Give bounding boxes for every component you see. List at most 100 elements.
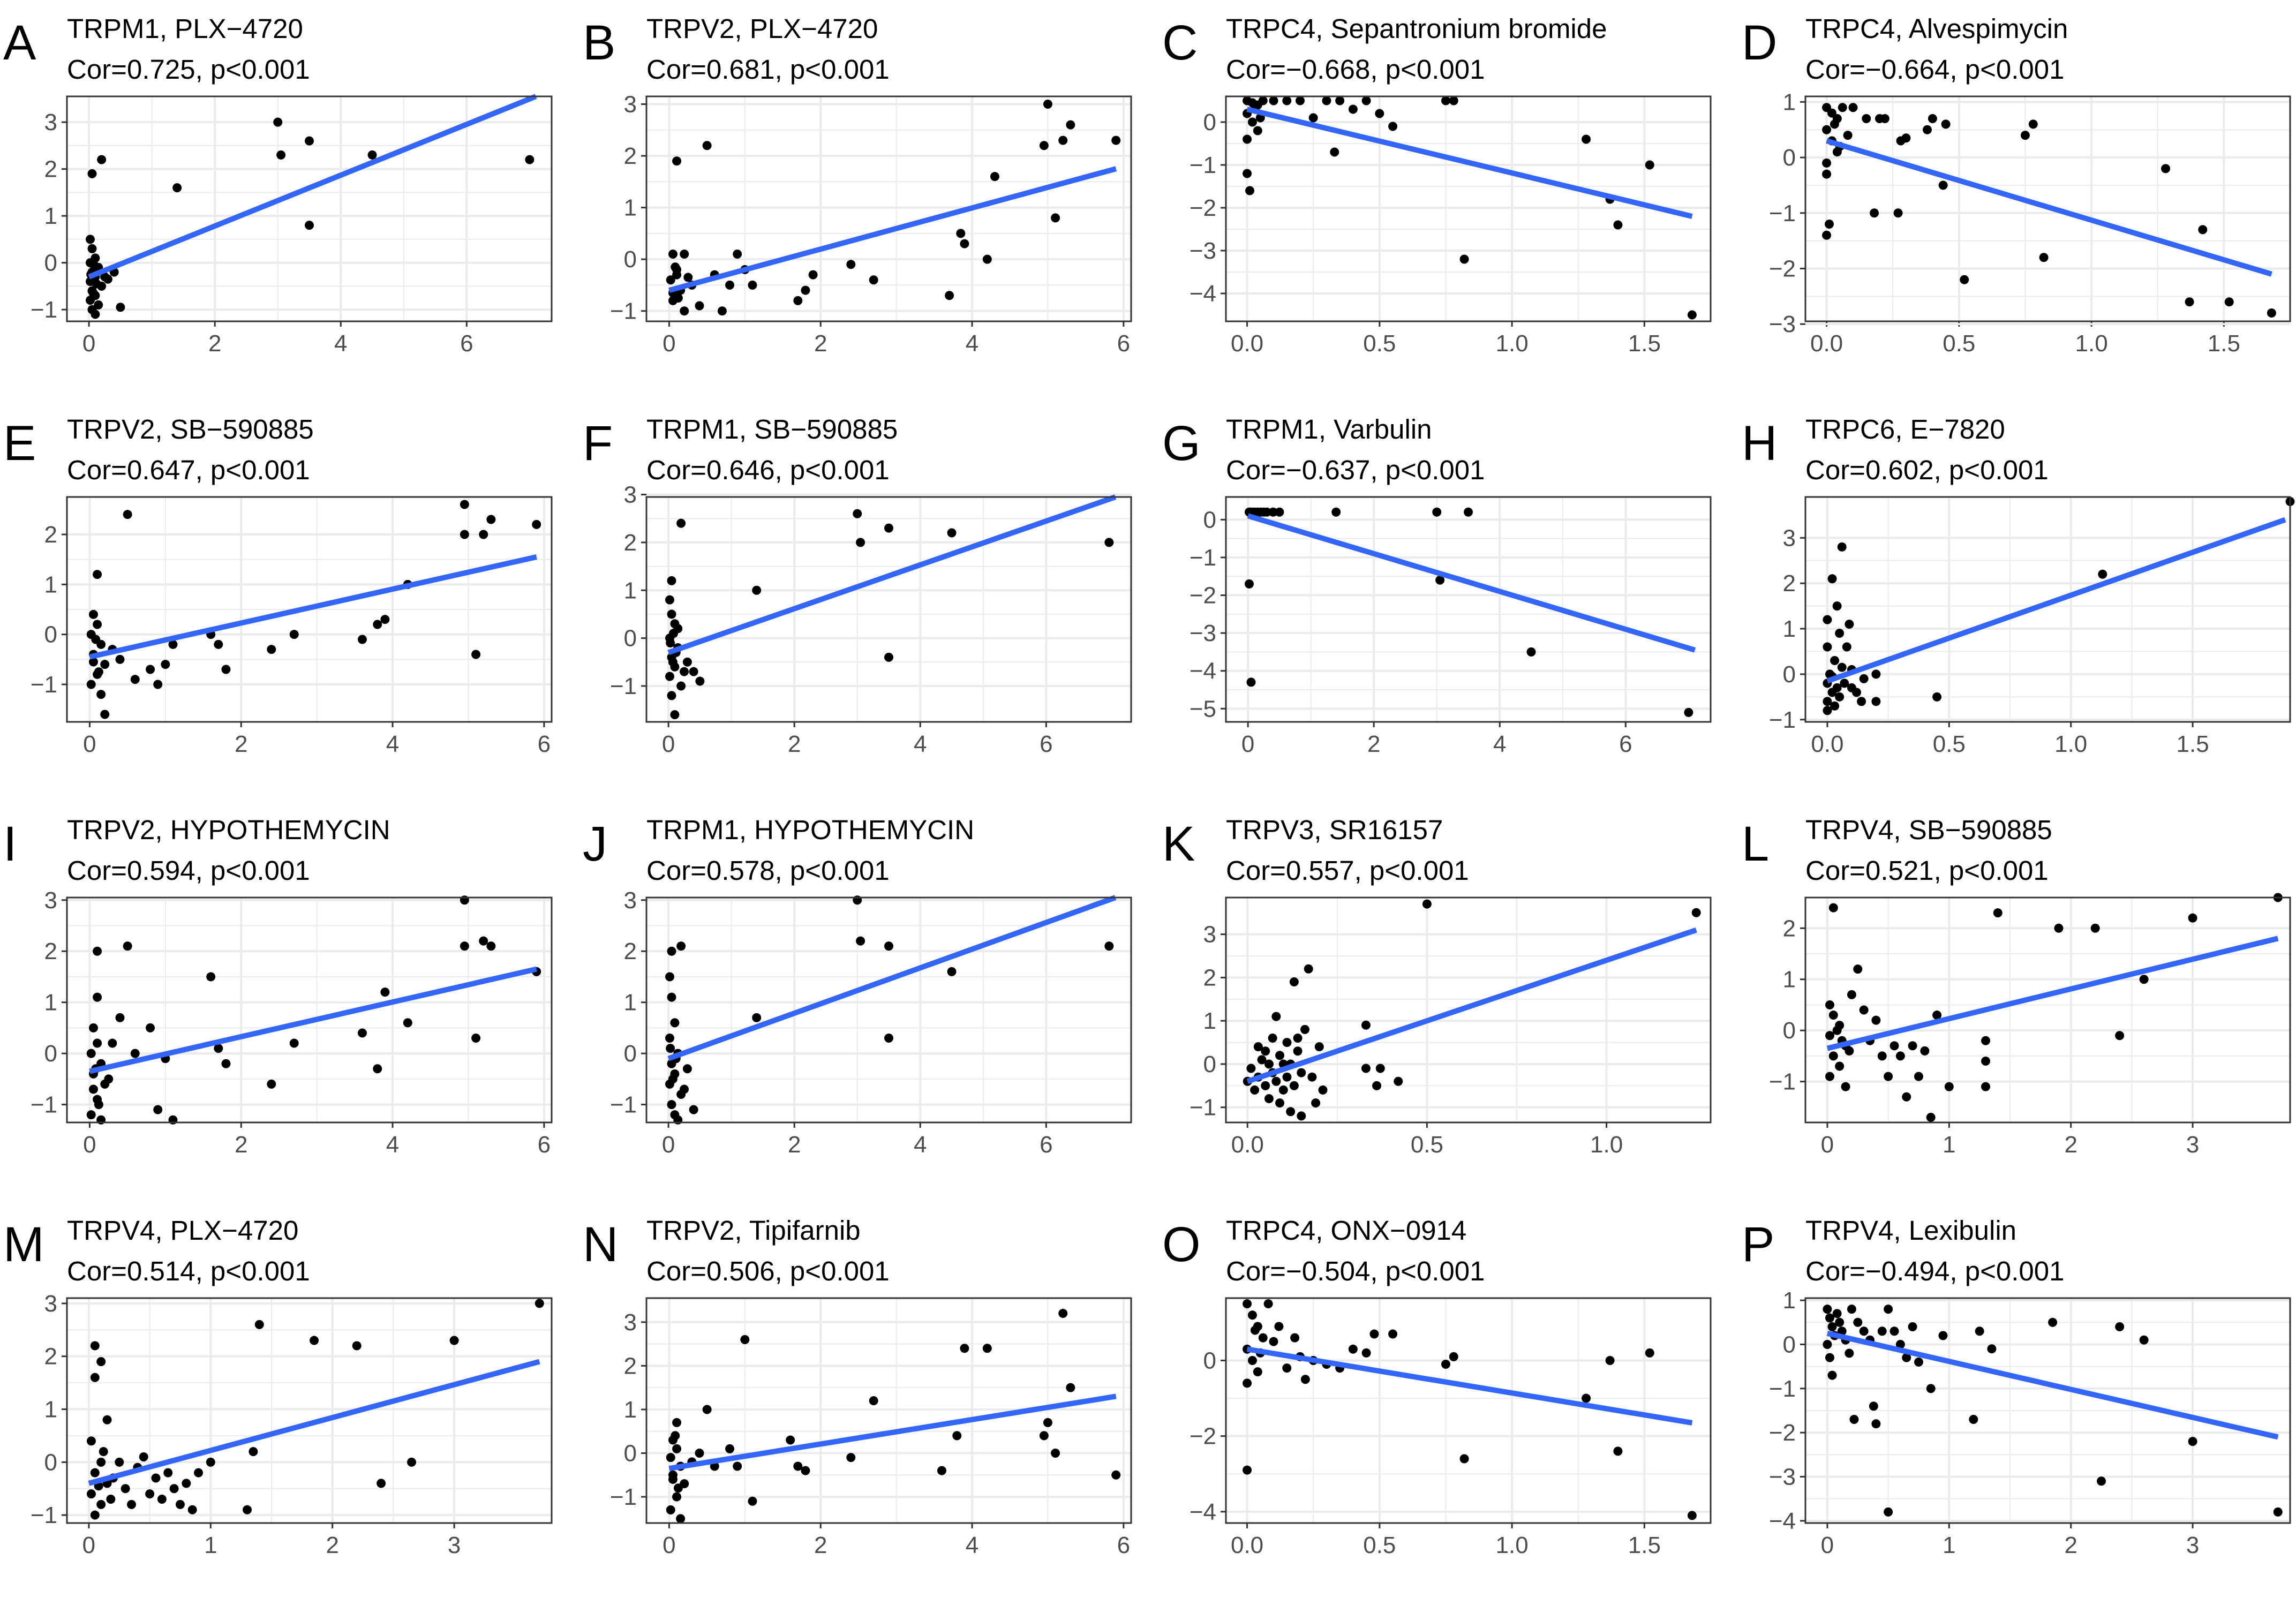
panel-letter: C [1162, 16, 1198, 70]
plot-border [66, 896, 553, 1124]
data-point [1289, 977, 1299, 986]
data-point [1859, 674, 1869, 683]
x-tick-label: 1.0 [1590, 1132, 1623, 1158]
data-point [1322, 96, 1331, 105]
data-point [1066, 120, 1075, 130]
data-point [982, 254, 992, 264]
chart-panel-O: O TRPC4, ONX−0914 Cor=−0.504, p<0.001 0.0 0.… [1159, 1202, 1732, 1598]
data-point [1895, 1051, 1905, 1061]
panel-letter: O [1162, 1217, 1201, 1272]
scatter-plot: 0.0 0.5 1.0 1.5 −4 −2 0 [1190, 1297, 1712, 1558]
chart-subtitle: Cor=0.521, p<0.001 [1805, 855, 2049, 886]
data-point [357, 635, 367, 644]
data-point [1941, 119, 1951, 129]
data-point [1902, 1092, 1911, 1102]
data-point [1841, 1082, 1850, 1091]
y-tick-label: 2 [44, 938, 57, 964]
data-point [1282, 1363, 1292, 1373]
data-point [1372, 1081, 1382, 1090]
scatter-plot: 0 2 4 6 −5 −4 −3 −2 −1 0 [1190, 496, 1712, 757]
data-point [982, 1344, 992, 1353]
x-tick-label: 1.5 [1628, 1532, 1661, 1558]
data-point [1838, 103, 1847, 112]
data-point [856, 936, 865, 946]
data-point [1893, 208, 1903, 218]
data-point [486, 515, 496, 524]
data-point [1890, 1041, 1899, 1051]
x-tick-label: 0 [663, 1532, 675, 1558]
data-point [2115, 1322, 2125, 1332]
data-point [695, 1449, 704, 1458]
data-point [93, 946, 102, 956]
data-point [666, 275, 675, 285]
regression-line [1826, 517, 2286, 684]
plot-border [1225, 1297, 1712, 1524]
y-tick-label: 2 [44, 1344, 57, 1370]
data-point [666, 1453, 675, 1463]
data-point [103, 274, 112, 284]
x-tick-label: 2 [2064, 1132, 2077, 1158]
y-tick-label: −3 [1190, 238, 1216, 264]
data-point [123, 510, 132, 519]
data-point [1847, 990, 1856, 999]
data-point [1449, 1352, 1458, 1361]
data-point [1264, 1094, 1274, 1104]
x-tick-label: 1.0 [1496, 1532, 1529, 1558]
data-point [1304, 964, 1313, 974]
data-point [666, 1505, 675, 1515]
data-point [182, 1479, 191, 1488]
data-point [1842, 642, 1851, 652]
panel-letter: L [1742, 817, 1770, 871]
chart-panel-M: M TRPV4, PLX−4720 Cor=0.514, p<0.001 0 1 2 3 −1… [0, 1202, 573, 1598]
data-point [206, 972, 216, 982]
data-point [884, 1034, 893, 1043]
y-tick-label: 0 [624, 625, 637, 652]
y-tick-label: −1 [31, 1502, 57, 1528]
data-point [1832, 1309, 1842, 1318]
data-point [1361, 1064, 1371, 1073]
data-point [956, 229, 966, 238]
data-point [1938, 1331, 1948, 1340]
data-point [1464, 507, 1473, 517]
data-point [1914, 1357, 1923, 1367]
data-point [1293, 1034, 1303, 1043]
data-point [1975, 1326, 1984, 1336]
data-point [808, 270, 818, 280]
plot-border [645, 95, 1132, 322]
x-tick-label: 0.5 [1363, 330, 1396, 357]
chart-subtitle: Cor=−0.637, p<0.001 [1226, 455, 1485, 485]
x-tick-label: 0 [1241, 731, 1254, 757]
chart-title: TRPV4, SB−590885 [1805, 815, 2052, 845]
chart-title: TRPM1, PLX−4720 [67, 13, 303, 44]
data-point [479, 936, 488, 946]
y-tick-label: −5 [1190, 696, 1216, 722]
data-point [1297, 1068, 1306, 1077]
data-point [1449, 96, 1458, 105]
y-tick-label: 0 [44, 622, 57, 648]
y-tick-label: 1 [1783, 616, 1796, 642]
scatter-plot: 0.0 0.5 1.0 1.5 −1 0 1 2 3 [1769, 496, 2295, 757]
data-point [1286, 1107, 1296, 1117]
x-tick-label: 4 [386, 1132, 399, 1158]
x-tick-label: 0 [662, 1132, 675, 1158]
data-point [115, 1013, 125, 1022]
y-tick-label: 0 [1783, 1331, 1796, 1358]
chart-panel-N: N TRPV2, Tipifarnib Cor=0.506, p<0.001 0 2 4 6… [579, 1202, 1153, 1598]
data-point [305, 136, 314, 146]
data-point [1981, 1036, 1991, 1045]
data-point [665, 672, 674, 681]
data-point [725, 1444, 735, 1453]
data-point [1932, 692, 1942, 702]
data-point [1827, 1370, 1837, 1380]
regression-line [1246, 927, 1697, 1084]
data-point [676, 941, 686, 951]
data-point [249, 1447, 258, 1457]
data-point [1243, 1465, 1252, 1475]
y-tick-label: 3 [1203, 922, 1216, 948]
data-point [695, 301, 704, 311]
data-point [221, 665, 231, 674]
data-point [243, 1505, 252, 1514]
data-point [1348, 1344, 1358, 1354]
data-point [305, 221, 314, 230]
data-point [1269, 96, 1278, 105]
